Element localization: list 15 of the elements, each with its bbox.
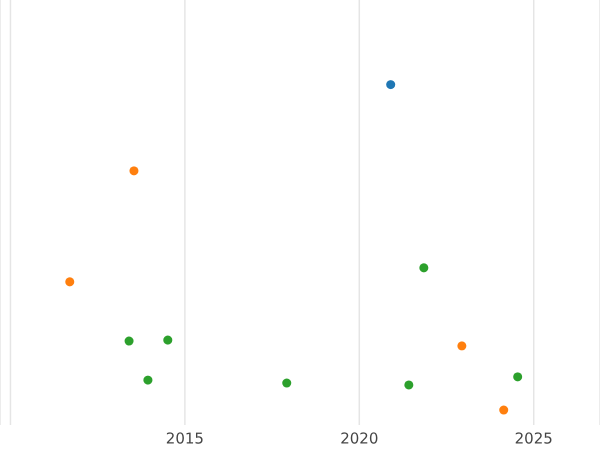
- point: [129, 166, 138, 176]
- point: [499, 406, 508, 415]
- point: [163, 336, 172, 345]
- point: [386, 80, 396, 90]
- point: [124, 336, 134, 346]
- x-tick-label: 2025: [514, 430, 553, 448]
- point: [404, 380, 414, 390]
- x-tick-label: 2020: [340, 430, 378, 448]
- point: [282, 378, 292, 388]
- point: [457, 341, 466, 350]
- point: [143, 376, 152, 385]
- x-tick-label: 2015: [166, 430, 204, 448]
- point: [65, 277, 74, 286]
- point: [419, 263, 428, 272]
- point: [513, 372, 522, 382]
